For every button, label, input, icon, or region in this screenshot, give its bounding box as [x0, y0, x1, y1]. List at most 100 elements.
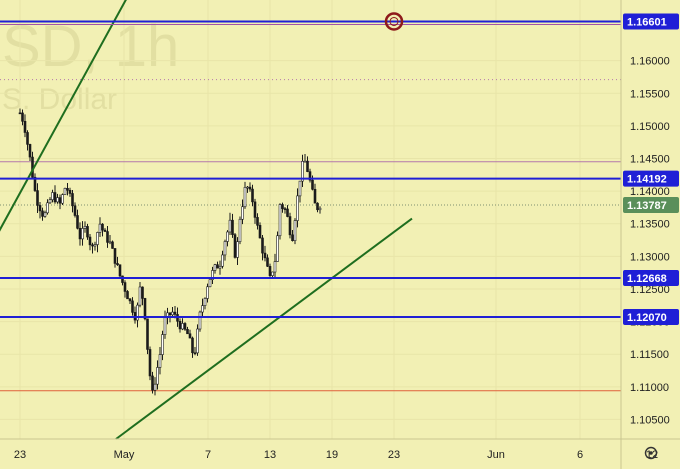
candle-body — [61, 194, 64, 204]
candle-body — [306, 160, 309, 172]
candle-body — [241, 206, 244, 220]
target-marker — [384, 12, 404, 31]
last-price-label-box — [623, 197, 679, 214]
candle-body — [296, 195, 299, 221]
candle-body — [261, 237, 264, 254]
candle-body — [53, 192, 57, 203]
price-tick-label: 1.14500 — [630, 154, 670, 166]
trend-channel-line — [115, 217, 413, 440]
candle-body — [178, 320, 182, 330]
candle-body — [311, 179, 314, 190]
candle-body — [131, 300, 134, 313]
time-tick-label: 13 — [264, 449, 276, 461]
candle-body — [118, 264, 122, 277]
time-tick-label: Jun — [487, 449, 505, 461]
candle-body — [186, 329, 189, 335]
candle-body — [201, 305, 204, 313]
time-tick-label: 23 — [14, 449, 26, 461]
candle-body — [196, 328, 199, 354]
level-label-text: 1.16601 — [627, 16, 667, 28]
candle-body — [171, 311, 174, 316]
candle-body — [266, 257, 269, 267]
price-tick-label: 1.14000 — [630, 186, 670, 198]
candle-body — [38, 205, 42, 212]
candle-body — [168, 312, 172, 316]
candle-body — [58, 197, 62, 204]
trend-channel-lines — [0, 0, 413, 440]
candle-body — [216, 264, 219, 269]
candle-body — [86, 226, 89, 238]
candle-body — [256, 217, 259, 226]
candle-body — [78, 228, 82, 240]
candle-body — [183, 323, 187, 330]
candle-body — [18, 112, 22, 115]
candle-body — [121, 275, 124, 283]
candle-body — [91, 244, 94, 247]
candle-body — [293, 220, 297, 242]
candle-body — [291, 234, 294, 242]
level-lines — [0, 20, 621, 319]
reference-lines — [0, 79, 621, 392]
candle-body — [231, 219, 234, 235]
candle-body — [236, 241, 239, 258]
candle-body — [23, 121, 27, 133]
candle-body — [223, 241, 227, 256]
candle-body — [163, 317, 167, 335]
candle-body — [136, 304, 139, 321]
candle-body — [36, 190, 39, 206]
candle-body — [51, 192, 54, 200]
candle-body — [71, 193, 74, 207]
candle-body — [143, 298, 147, 320]
candle-body — [33, 176, 37, 191]
candle-body — [43, 212, 47, 217]
price-tick-label: 1.13500 — [630, 219, 670, 231]
candle-body — [286, 208, 289, 217]
candle-body — [98, 223, 102, 233]
candle-body — [281, 204, 284, 209]
candle-body — [138, 286, 142, 306]
time-tick-label: 23 — [388, 449, 400, 461]
candle-body — [123, 282, 127, 292]
candle-body — [188, 333, 192, 339]
candle-body — [273, 261, 277, 273]
watermark-description: S. Dollar — [2, 83, 117, 116]
candle-body — [221, 254, 224, 267]
level-label-box — [623, 170, 679, 187]
candle-body — [68, 189, 72, 194]
candle-body — [113, 248, 117, 264]
price-tick-label: 1.10500 — [630, 414, 670, 426]
candle-body — [153, 383, 157, 391]
candle-body — [203, 298, 207, 306]
price-axis-panel — [621, 0, 680, 469]
candle-body — [81, 228, 84, 240]
watermark-symbol: SD, 1h — [2, 14, 179, 79]
candle-body — [108, 241, 112, 244]
candle-body — [206, 286, 209, 299]
trend-channel-line — [0, 0, 127, 232]
candle-body — [63, 188, 67, 195]
candle-body — [93, 244, 97, 247]
time-tick-label: 7 — [205, 449, 211, 461]
candle-body — [146, 318, 149, 350]
candle-body — [173, 311, 177, 315]
candle-body — [268, 266, 272, 276]
candle-body — [126, 291, 129, 300]
time-axis[interactable]: 23 May 7 13 19 23 Jun 6 12 — [14, 449, 658, 461]
candle-body — [283, 208, 287, 210]
level-label-box — [623, 270, 679, 287]
level-label-text: 1.12070 — [627, 312, 667, 324]
settings-button[interactable] — [644, 446, 658, 460]
candle-body — [233, 234, 237, 258]
candle-body — [238, 218, 242, 242]
candle-body — [156, 367, 159, 385]
time-tick-label: 19 — [326, 449, 338, 461]
candle-body — [28, 144, 32, 158]
candle-body — [271, 271, 274, 276]
candle-body — [298, 180, 302, 197]
candle-body — [211, 270, 214, 280]
candle-body — [308, 171, 312, 181]
candle-body — [243, 187, 247, 208]
candle-body — [181, 323, 184, 330]
time-tick-label: May — [114, 449, 135, 461]
level-labels: 1.16601 1.14192 1.12668 1.12070 1.13787 — [623, 13, 679, 326]
